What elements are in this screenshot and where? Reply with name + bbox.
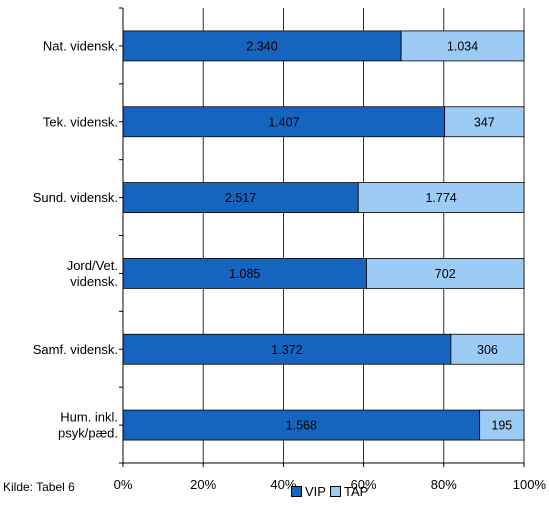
category-label-line: vidensk. xyxy=(70,274,118,289)
bar-tap xyxy=(400,30,525,62)
bar-tap xyxy=(479,409,525,441)
category-label: Hum. inkl. psyk/pæd. xyxy=(58,410,118,441)
category-label-line: Tek. vidensk. xyxy=(43,114,118,129)
x-tick-label: 100% xyxy=(513,477,547,492)
bar-tap xyxy=(366,258,525,289)
x-tick-label: 0% xyxy=(114,477,133,492)
data-label-tap: 1.034 xyxy=(447,39,478,53)
data-label-tap: 347 xyxy=(474,115,495,129)
category-label: Jord/Vet. vidensk. xyxy=(67,258,118,289)
data-label-tap: 306 xyxy=(477,343,498,357)
x-tick-label: 80% xyxy=(431,477,457,492)
bar-vip xyxy=(122,258,367,289)
source-note: Kilde: Tabel 6 xyxy=(3,480,75,494)
legend-swatch-vip xyxy=(291,486,302,497)
bar-vip xyxy=(122,409,481,441)
x-tick-label: 60% xyxy=(351,477,377,492)
category-label-line: Jord/Vet. xyxy=(67,258,118,273)
data-label-tap: 195 xyxy=(491,419,512,433)
data-label-vip: 1.568 xyxy=(286,419,317,433)
data-label-vip: 2.517 xyxy=(225,191,256,205)
category-label: Samf. vidensk. xyxy=(33,342,118,357)
bar-vip xyxy=(122,333,452,365)
category-label-line: Nat. vidensk. xyxy=(43,38,118,53)
legend: VIP TAP xyxy=(291,484,372,499)
bar-vip xyxy=(122,106,446,138)
bar-vip xyxy=(122,30,402,62)
data-label-tap: 1.774 xyxy=(425,191,456,205)
bar-tap xyxy=(357,182,525,213)
x-tick-label: 20% xyxy=(190,477,216,492)
legend-label-vip: VIP xyxy=(305,484,326,499)
data-label-vip: 1.085 xyxy=(229,267,260,281)
category-label-line: Samf. vidensk. xyxy=(33,342,118,357)
category-label-line: Sund. vidensk. xyxy=(33,190,118,205)
legend-item-tap: TAP xyxy=(329,484,369,499)
bar-tap xyxy=(450,333,525,365)
bar-vip xyxy=(122,182,359,213)
data-label-vip: 2.340 xyxy=(246,39,277,53)
legend-item-vip: VIP xyxy=(291,484,326,499)
category-label: Sund. vidensk. xyxy=(33,190,118,205)
category-label: Tek. vidensk. xyxy=(43,114,118,129)
category-label: Nat. vidensk. xyxy=(43,38,118,53)
data-label-tap: 702 xyxy=(435,267,456,281)
x-tick-label: 40% xyxy=(270,477,296,492)
bar-tap xyxy=(444,106,525,138)
data-label-vip: 1.407 xyxy=(268,115,299,129)
data-label-vip: 1.372 xyxy=(271,343,302,357)
category-label-line: psyk/pæd. xyxy=(58,426,118,441)
legend-label-tap: TAP xyxy=(343,484,369,499)
legend-swatch-tap xyxy=(329,486,341,497)
category-label-line: Hum. inkl. xyxy=(60,410,118,425)
